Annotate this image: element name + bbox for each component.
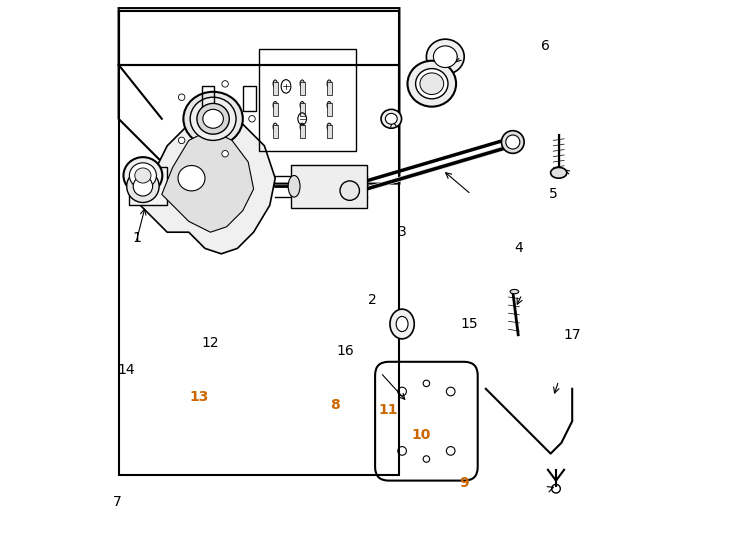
Ellipse shape (381, 109, 401, 128)
Ellipse shape (190, 97, 236, 140)
Bar (291, 165, 367, 208)
Polygon shape (161, 130, 254, 232)
Ellipse shape (273, 80, 277, 87)
Bar (119, 65, 399, 475)
Ellipse shape (178, 165, 205, 191)
Text: 12: 12 (202, 336, 219, 350)
Circle shape (249, 116, 255, 122)
Text: 14: 14 (118, 363, 136, 377)
Ellipse shape (203, 109, 223, 128)
Bar (259, 49, 356, 151)
Ellipse shape (420, 73, 443, 94)
Ellipse shape (327, 123, 331, 131)
Bar (203, 86, 214, 108)
Bar (272, 103, 278, 116)
Ellipse shape (273, 123, 277, 131)
Text: 16: 16 (336, 344, 355, 358)
Circle shape (178, 137, 185, 144)
Ellipse shape (510, 289, 519, 294)
Text: 17: 17 (564, 328, 581, 342)
Bar (299, 103, 305, 116)
Circle shape (222, 80, 228, 87)
Text: 10: 10 (411, 428, 431, 442)
Circle shape (133, 177, 153, 196)
Ellipse shape (300, 123, 305, 131)
Text: 15: 15 (461, 317, 479, 331)
Text: 13: 13 (190, 390, 209, 404)
Bar (272, 82, 278, 94)
Text: 11: 11 (379, 403, 399, 417)
Circle shape (127, 170, 159, 202)
Bar (272, 125, 278, 138)
Bar (299, 82, 305, 94)
Ellipse shape (426, 39, 464, 74)
Ellipse shape (327, 80, 331, 87)
Ellipse shape (327, 102, 331, 109)
Polygon shape (140, 119, 275, 254)
Ellipse shape (129, 163, 156, 188)
Ellipse shape (288, 176, 300, 197)
Ellipse shape (415, 69, 448, 99)
Text: 8: 8 (330, 398, 339, 412)
Circle shape (178, 94, 185, 100)
Text: 2: 2 (368, 293, 377, 307)
Circle shape (506, 135, 520, 149)
Bar (327, 125, 332, 138)
Bar (327, 103, 332, 116)
Ellipse shape (184, 92, 243, 146)
Ellipse shape (300, 80, 305, 87)
Circle shape (340, 181, 360, 200)
Ellipse shape (550, 167, 567, 178)
Ellipse shape (172, 160, 211, 197)
Ellipse shape (396, 316, 408, 332)
Ellipse shape (123, 157, 162, 194)
Circle shape (222, 151, 228, 157)
Ellipse shape (501, 131, 524, 153)
Ellipse shape (433, 46, 457, 68)
Text: 7: 7 (112, 495, 121, 509)
Text: 4: 4 (514, 241, 523, 255)
Text: 1: 1 (132, 231, 141, 245)
Ellipse shape (197, 104, 229, 134)
Bar (327, 82, 332, 94)
Text: 9: 9 (459, 476, 469, 490)
Bar (129, 167, 167, 205)
Ellipse shape (135, 168, 151, 183)
Text: 6: 6 (541, 39, 550, 53)
Ellipse shape (407, 60, 456, 107)
Ellipse shape (300, 102, 305, 109)
Ellipse shape (390, 309, 414, 339)
Bar (243, 86, 256, 111)
Text: 3: 3 (398, 225, 407, 239)
Ellipse shape (273, 102, 277, 109)
Text: 5: 5 (549, 187, 558, 201)
Bar (299, 125, 305, 138)
Ellipse shape (385, 113, 397, 124)
